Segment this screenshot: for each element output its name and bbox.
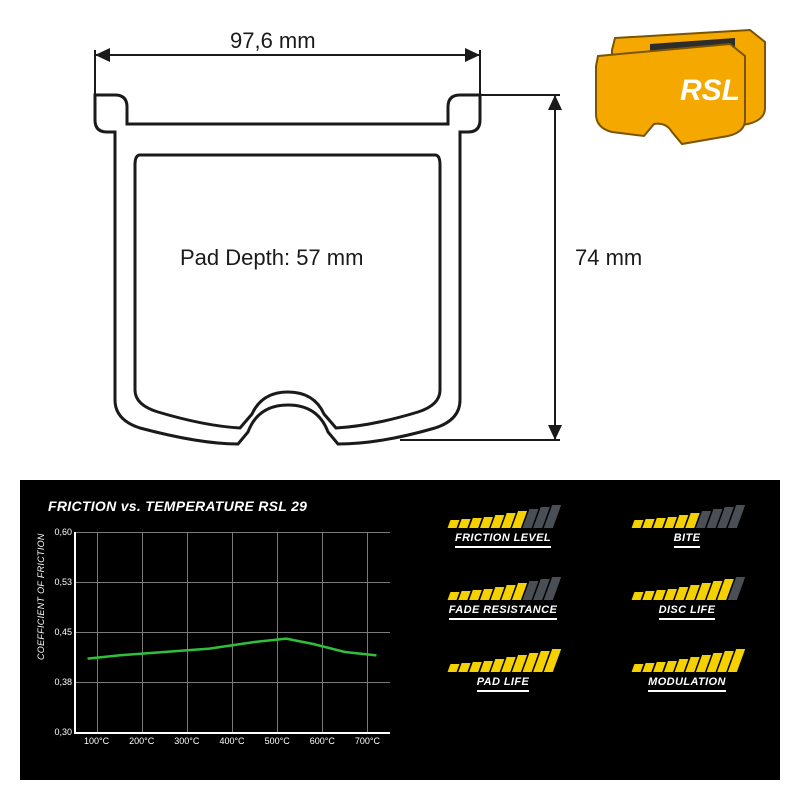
rating-fade-resistance: FADE RESISTANCE (420, 578, 586, 620)
width-dimension-label: 97,6 mm (230, 28, 316, 54)
technical-drawing-region: 97,6 mm 74 mm Pad Depth: 57 mm RSL (0, 0, 800, 460)
ratings-grid: FRICTION LEVEL BITE FADE RESISTANCE DISC LI… (420, 506, 770, 692)
rating-label: PAD LIFE (477, 676, 530, 692)
rating-bite: BITE (604, 506, 770, 548)
rating-label: FRICTION LEVEL (455, 532, 551, 548)
rating-friction-level: FRICTION LEVEL (420, 506, 586, 548)
rating-bars (633, 506, 741, 528)
product-image: RSL (580, 20, 780, 150)
rating-label: DISC LIFE (659, 604, 716, 620)
rating-disc-life: DISC LIFE (604, 578, 770, 620)
friction-curve (20, 480, 400, 750)
rating-bars (633, 650, 741, 672)
pad-depth-label: Pad Depth: 57 mm (180, 245, 363, 271)
rating-label: FADE RESISTANCE (449, 604, 557, 620)
rating-pad-life: PAD LIFE (420, 650, 586, 692)
rating-bars (449, 650, 557, 672)
rating-label: MODULATION (648, 676, 726, 692)
rating-bars (449, 578, 557, 600)
height-dimension-label: 74 mm (575, 245, 642, 271)
rating-modulation: MODULATION (604, 650, 770, 692)
rating-label: BITE (674, 532, 701, 548)
brand-text: RSL (680, 74, 740, 107)
performance-panel: FRICTION vs. TEMPERATURE RSL 29 COEFFICI… (20, 480, 780, 780)
rating-bars (633, 578, 741, 600)
rating-bars (449, 506, 557, 528)
